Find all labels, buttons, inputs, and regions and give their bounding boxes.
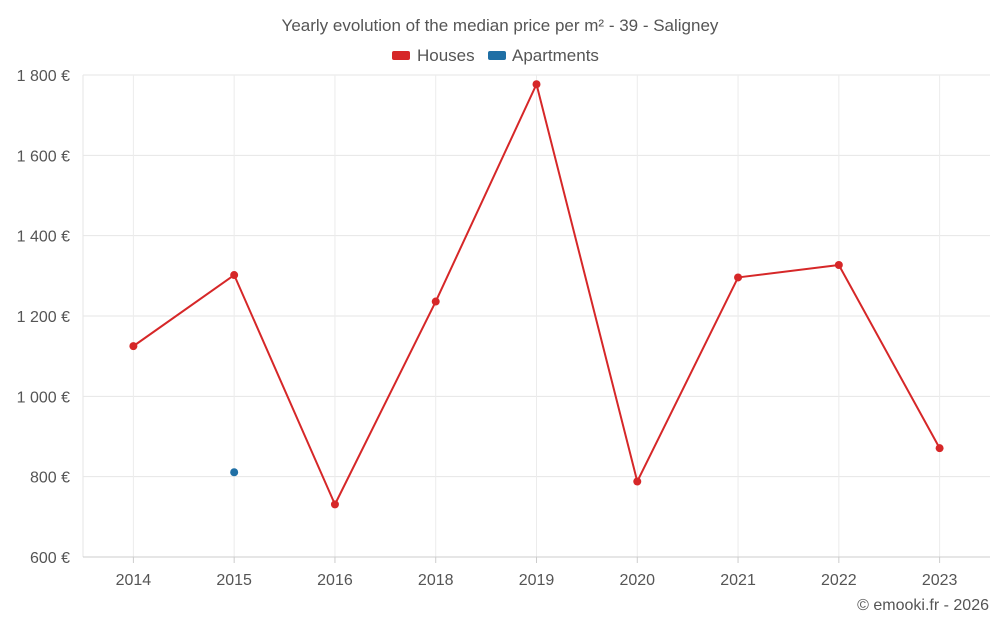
- series: [129, 80, 944, 509]
- x-tick-label: 2015: [216, 572, 252, 589]
- legend-swatch-houses: [392, 51, 410, 60]
- legend-item-apartments[interactable]: Apartments: [488, 46, 599, 65]
- x-tick-label: 2019: [519, 572, 555, 589]
- y-axis: 600 € 800 € 1 000 € 1 200 € 1 400 € 1 600 € 1 …: [17, 68, 70, 567]
- chart-title: Yearly evolution of the median price per…: [282, 16, 719, 35]
- grid: [82, 74, 990, 557]
- x-tick-label: 2022: [821, 572, 857, 589]
- y-tick-label: 1 400 €: [17, 229, 70, 246]
- y-tick-label: 1 800 €: [17, 68, 70, 85]
- data-point-houses[interactable]: [834, 260, 843, 269]
- y-tick-label: 1 000 €: [17, 389, 70, 406]
- data-point-houses[interactable]: [633, 477, 642, 486]
- legend: Houses Apartments: [392, 46, 599, 65]
- x-tick-label: 2021: [720, 572, 756, 589]
- data-point-houses[interactable]: [935, 444, 944, 453]
- data-point-houses[interactable]: [431, 297, 440, 306]
- legend-label-apartments: Apartments: [512, 46, 599, 65]
- legend-label-houses: Houses: [417, 46, 475, 65]
- x-tick-label: 2014: [116, 572, 152, 589]
- credit: © emooki.fr - 2026: [857, 597, 989, 614]
- legend-swatch-apartments: [488, 51, 506, 60]
- data-point-houses[interactable]: [532, 80, 541, 89]
- x-tick-label: 2023: [922, 572, 958, 589]
- data-point-houses[interactable]: [734, 273, 743, 282]
- y-tick-label: 1 600 €: [17, 148, 70, 165]
- y-tick-label: 600 €: [30, 550, 70, 567]
- x-tick-label: 2020: [619, 572, 655, 589]
- data-point-houses[interactable]: [330, 500, 339, 509]
- data-point-houses[interactable]: [129, 342, 138, 351]
- x-tick-label: 2016: [317, 572, 353, 589]
- data-point-apartments[interactable]: [230, 468, 239, 477]
- legend-item-houses[interactable]: Houses: [392, 46, 475, 65]
- y-tick-label: 1 200 €: [17, 309, 70, 326]
- y-tick-label: 800 €: [30, 470, 70, 487]
- x-axis: 2014 2015 2016 2018 2019 2020 2021 2022 2023: [83, 556, 990, 589]
- data-point-houses[interactable]: [230, 271, 239, 280]
- x-tick-label: 2018: [418, 572, 454, 589]
